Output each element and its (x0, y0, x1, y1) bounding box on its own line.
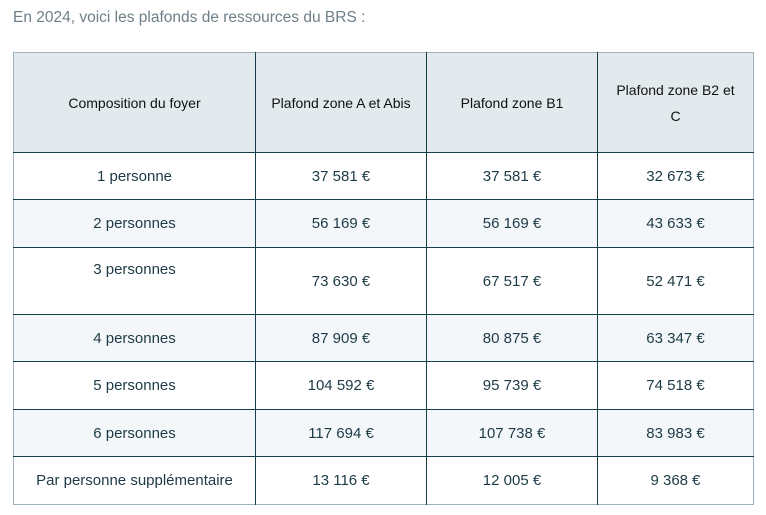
cell-zone-a: 117 694 € (255, 409, 427, 457)
cell-zone-b2-c: 52 471 € (597, 247, 754, 315)
cell-composition: 1 personne (13, 152, 256, 200)
cell-zone-b2-c: 74 518 € (597, 361, 754, 410)
table-row: 1 personne 37 581 € 37 581 € 32 673 € (13, 152, 754, 200)
header-zone-a: Plafond zone A et Abis (255, 52, 427, 153)
header-zone-b2-c: Plafond zone B2 et C (597, 52, 754, 153)
cell-zone-a: 56 169 € (255, 199, 427, 248)
cell-zone-b2-c: 83 983 € (597, 409, 754, 457)
header-zone-b1: Plafond zone B1 (426, 52, 598, 153)
header-row: Composition du foyer Plafond zone A et A… (13, 52, 754, 153)
table-row: 2 personnes 56 169 € 56 169 € 43 633 € (13, 199, 754, 248)
cell-zone-b1: 67 517 € (426, 247, 598, 315)
header-composition: Composition du foyer (13, 52, 256, 153)
cell-zone-b2-c: 9 368 € (597, 456, 754, 505)
cell-zone-b1: 12 005 € (426, 456, 598, 505)
cell-composition: 2 personnes (13, 199, 256, 248)
cell-zone-a: 73 630 € (255, 247, 427, 315)
cell-zone-b1: 80 875 € (426, 314, 598, 362)
cell-zone-a: 13 116 € (255, 456, 427, 505)
cell-zone-b1: 95 739 € (426, 361, 598, 410)
table-row: Par personne supplémentaire 13 116 € 12 … (13, 456, 754, 505)
income-ceiling-table: Composition du foyer Plafond zone A et A… (13, 52, 754, 505)
cell-composition: 3 personnes (13, 247, 256, 315)
cell-zone-a: 87 909 € (255, 314, 427, 362)
table-row: 4 personnes 87 909 € 80 875 € 63 347 € (13, 314, 754, 362)
cell-zone-b2-c: 43 633 € (597, 199, 754, 248)
cell-zone-a: 37 581 € (255, 152, 427, 200)
table-row: 5 personnes 104 592 € 95 739 € 74 518 € (13, 361, 754, 410)
cell-zone-b2-c: 32 673 € (597, 152, 754, 200)
cell-zone-a: 104 592 € (255, 361, 427, 410)
cell-zone-b2-c: 63 347 € (597, 314, 754, 362)
table-row: 6 personnes 117 694 € 107 738 € 83 983 € (13, 409, 754, 457)
cell-zone-b1: 107 738 € (426, 409, 598, 457)
cell-composition: Par personne supplémentaire (13, 456, 256, 505)
intro-text: En 2024, voici les plafonds de ressource… (13, 9, 366, 26)
cell-zone-b1: 37 581 € (426, 152, 598, 200)
cell-composition: 5 personnes (13, 361, 256, 410)
table-row: 3 personnes 73 630 € 67 517 € 52 471 € (13, 247, 754, 315)
cell-zone-b1: 56 169 € (426, 199, 598, 248)
cell-composition: 6 personnes (13, 409, 256, 457)
cell-composition: 4 personnes (13, 314, 256, 362)
